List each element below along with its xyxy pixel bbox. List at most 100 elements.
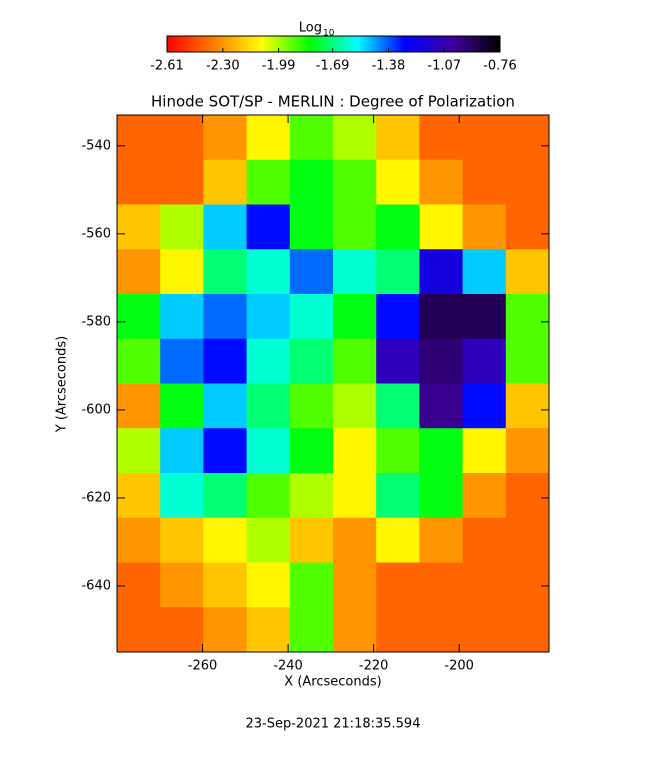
heatmap-cell [160, 338, 204, 384]
x-tick-label: -240 [273, 659, 303, 674]
heatmap-cell [289, 607, 334, 653]
heatmap-cell [246, 115, 291, 161]
heatmap-cell [246, 517, 291, 563]
heatmap-cell [246, 383, 291, 429]
heatmap-cell [203, 204, 248, 250]
heatmap-cell [333, 115, 377, 161]
colorbar-tick-label: -2.30 [206, 59, 240, 74]
heatmap-cell [160, 607, 204, 653]
heatmap-cell [203, 338, 248, 384]
heatmap-cell [376, 204, 420, 250]
colorbar-tick-label: -0.76 [483, 59, 517, 74]
heatmap-cell [462, 115, 507, 161]
heatmap-cell [246, 249, 291, 295]
heatmap-cell [419, 115, 464, 161]
heatmap-cell [376, 338, 420, 384]
x-tick-label: -200 [444, 659, 474, 674]
heatmap-cell [462, 159, 507, 205]
heatmap-cell [117, 249, 161, 295]
heatmap-cell [246, 473, 291, 519]
x-axis-label: X (Arcseconds) [284, 675, 381, 690]
heatmap-cell [160, 159, 204, 205]
heatmap-cell [419, 294, 464, 340]
heatmap-cell [376, 517, 420, 563]
heatmap-cell [333, 204, 377, 250]
heatmap-cell [419, 204, 464, 250]
y-tick-label: -640 [81, 578, 111, 593]
heatmap-cell [505, 428, 550, 474]
heatmap-cell [203, 517, 248, 563]
heatmap-cell [246, 607, 291, 653]
heatmap-cell [117, 517, 161, 563]
heatmap-cell [505, 562, 550, 608]
heatmap-cell [462, 428, 507, 474]
heatmap-cell [289, 159, 334, 205]
heatmap-cell [376, 159, 420, 205]
heatmap-cell [333, 159, 377, 205]
heatmap-cell [505, 204, 550, 250]
heatmap-cell [505, 338, 550, 384]
heatmap-cell [117, 383, 161, 429]
heatmap-cell [203, 294, 248, 340]
heatmap-cell [160, 517, 204, 563]
heatmap-cell [376, 607, 420, 653]
heatmap-cell [117, 204, 161, 250]
heatmap-cell [462, 562, 507, 608]
heatmap-cell [160, 562, 204, 608]
heatmap-cell [289, 473, 334, 519]
y-tick-label: -560 [81, 226, 111, 241]
heatmap-cell [289, 249, 334, 295]
heatmap-cell [333, 562, 377, 608]
heatmap-cell [117, 562, 161, 608]
heatmap-cell [505, 294, 550, 340]
heatmap-cell [117, 607, 161, 653]
heatmap-cell [462, 338, 507, 384]
heatmap-cell [462, 383, 507, 429]
heatmap-cell [333, 607, 377, 653]
heatmap-cell [376, 562, 420, 608]
heatmap-cell [333, 249, 377, 295]
heatmap-cell [289, 517, 334, 563]
colorbar-label: Log [299, 21, 322, 36]
heatmap-cell [160, 383, 204, 429]
heatmap-cell [289, 204, 334, 250]
heatmap-cell [333, 383, 377, 429]
heatmap-cell [160, 115, 204, 161]
plot-frame [116, 114, 550, 653]
colorbar-tick-label: -1.99 [262, 59, 296, 74]
heatmap-cell [419, 338, 464, 384]
heatmap-cell [203, 159, 248, 205]
heatmap-cell [376, 473, 420, 519]
heatmap-cell [462, 294, 507, 340]
heatmap-cell [160, 428, 204, 474]
heatmap-cell [419, 562, 464, 608]
heatmap-cell [246, 338, 291, 384]
heatmap-cell [289, 428, 334, 474]
heatmap-cell [505, 607, 550, 653]
heatmap-cell [246, 294, 291, 340]
y-tick-label: -600 [81, 402, 111, 417]
colorbar-tick-label: -1.07 [427, 59, 461, 74]
heatmap-cell [333, 517, 377, 563]
heatmap-cell [246, 562, 291, 608]
heatmap-cell [462, 473, 507, 519]
colorbar-tick-label: -1.38 [372, 59, 406, 74]
heatmap-cell [419, 428, 464, 474]
heatmap-cell [160, 204, 204, 250]
heatmap-cell [376, 294, 420, 340]
heatmap-cell [333, 338, 377, 384]
heatmap-cell [419, 249, 464, 295]
heatmap-cell [117, 428, 161, 474]
footer: 23-Sep-2021 21:18:35.594 [246, 717, 421, 732]
heatmap-cell [505, 383, 550, 429]
heatmap-cell [419, 473, 464, 519]
heatmap-cell [505, 159, 550, 205]
colorbar-tick-label: -2.61 [150, 59, 184, 74]
heatmap-cell [289, 115, 334, 161]
heatmap-cell [505, 249, 550, 295]
colorbar [166, 35, 501, 53]
heatmap-cell [462, 249, 507, 295]
heatmap-cell [289, 294, 334, 340]
heatmap-cell [246, 159, 291, 205]
heatmap-cell [462, 204, 507, 250]
